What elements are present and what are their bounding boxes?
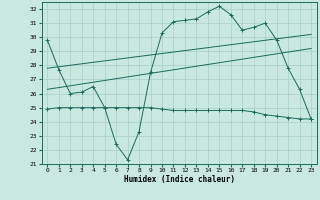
X-axis label: Humidex (Indice chaleur): Humidex (Indice chaleur) [124, 175, 235, 184]
